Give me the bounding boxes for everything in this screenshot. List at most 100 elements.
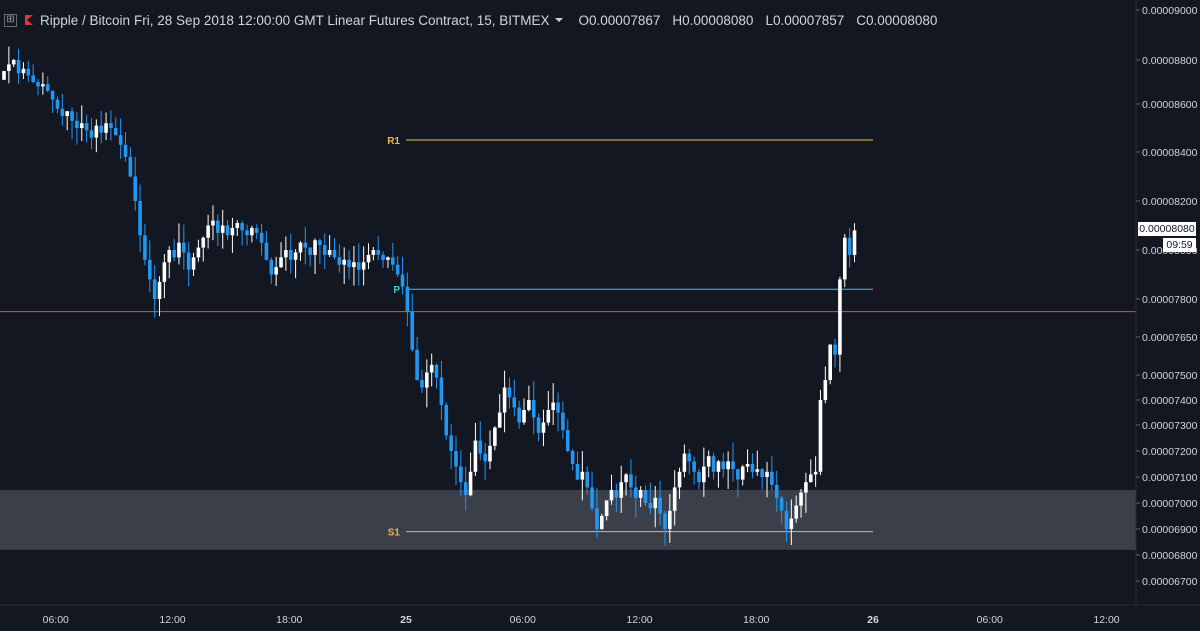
time-tick-label: 25 [400,614,412,626]
candle [842,233,847,288]
symbol-name: Ripple / Bitcoin [40,12,131,28]
candle [16,48,21,84]
candle [361,246,366,286]
candle [687,448,692,475]
pivot-label-p: P [393,285,400,296]
candle [2,71,6,80]
candle [463,466,468,511]
candle [337,244,342,273]
candle [449,424,453,470]
candle [721,453,726,478]
candle [284,236,288,271]
candle [823,366,828,404]
candle [536,413,541,442]
time-tick-label: 18:00 [743,614,769,626]
price-tick-label: 0.00008200 [1142,196,1198,208]
candle [599,513,604,530]
candle [211,205,215,241]
candle [143,223,147,266]
candle [152,265,157,318]
candle [794,495,798,523]
price-tick-label: 0.00006700 [1142,576,1198,588]
ohlc-low-label: L [765,12,773,28]
price-tick-label: 0.00007100 [1142,472,1198,484]
candle [177,223,181,265]
candle [847,227,852,268]
price-tick-label: 0.00008600 [1142,99,1198,111]
candle [201,236,206,262]
candle [254,224,259,240]
candle [410,293,415,352]
time-tick-label: 06:00 [43,614,69,626]
candle [488,430,492,470]
price-tick-label: 0.00007200 [1142,446,1198,458]
candle [288,233,293,274]
candle [94,119,99,153]
candle [716,459,721,488]
candle [425,359,429,408]
price-tick-label: 0.00007800 [1142,294,1198,306]
price-tick-label: 0.00007300 [1142,420,1198,432]
ohlc-close-label: C [856,12,867,28]
candle [527,385,531,412]
candle [308,247,312,267]
candle [643,485,648,507]
collapse-legend-icon[interactable]: ⊞ [4,13,17,27]
candle [653,485,658,528]
time-tick-label: 06:00 [510,614,536,626]
candle [240,220,244,246]
candle [502,370,507,433]
candle [517,400,521,429]
price-tick-label: 0.00009000 [1142,5,1198,17]
pivot-label-r1: R1 [387,136,400,147]
time-axis[interactable]: 06:00 12:00 18:00 25 06:00 12:00 18:00 26 06:00 1… [0,604,1200,626]
price-axis[interactable]: 0.00009000 0.00008800 0.00008600 0.00008400… [1135,0,1198,605]
candle [405,272,410,327]
price-tick-label: 0.00006800 [1142,550,1198,562]
candle [444,402,449,440]
candle [692,456,696,485]
candle [507,377,512,409]
candle [318,238,322,264]
candle [356,243,361,286]
candle [99,111,103,144]
candle [546,390,551,426]
candle [50,90,55,114]
candle [439,361,444,421]
candle [391,242,395,271]
ohlc-close-value: 0.00008080 [866,12,938,28]
candle [765,461,769,498]
candle [726,451,730,490]
candle [629,459,633,498]
candle [638,486,643,507]
candle [808,459,813,483]
candle [736,468,740,498]
candle [624,473,628,496]
candle [225,219,230,240]
time-tick-label: 26 [867,614,879,626]
candle [828,344,832,385]
candle [648,482,653,515]
candle [274,256,278,287]
time-tick-label: 12:00 [626,614,652,626]
candle [84,114,89,143]
candle [216,214,220,246]
candle [162,254,167,299]
candle [347,250,351,280]
last-price-tag: 0.00008080 [1138,222,1196,236]
candle [196,239,201,262]
candle [672,470,677,526]
candle [230,217,235,253]
candle [556,392,560,432]
candle [167,246,172,279]
ohlc-open-label: O [578,12,590,28]
candle [697,469,701,490]
candle [580,451,585,501]
candle [182,224,186,270]
time-tick-label: 06:00 [977,614,1003,626]
chevron-down-icon[interactable] [554,18,563,22]
candle [133,156,138,211]
candle [531,381,536,434]
price-tick-label: 0.00008800 [1142,55,1198,67]
